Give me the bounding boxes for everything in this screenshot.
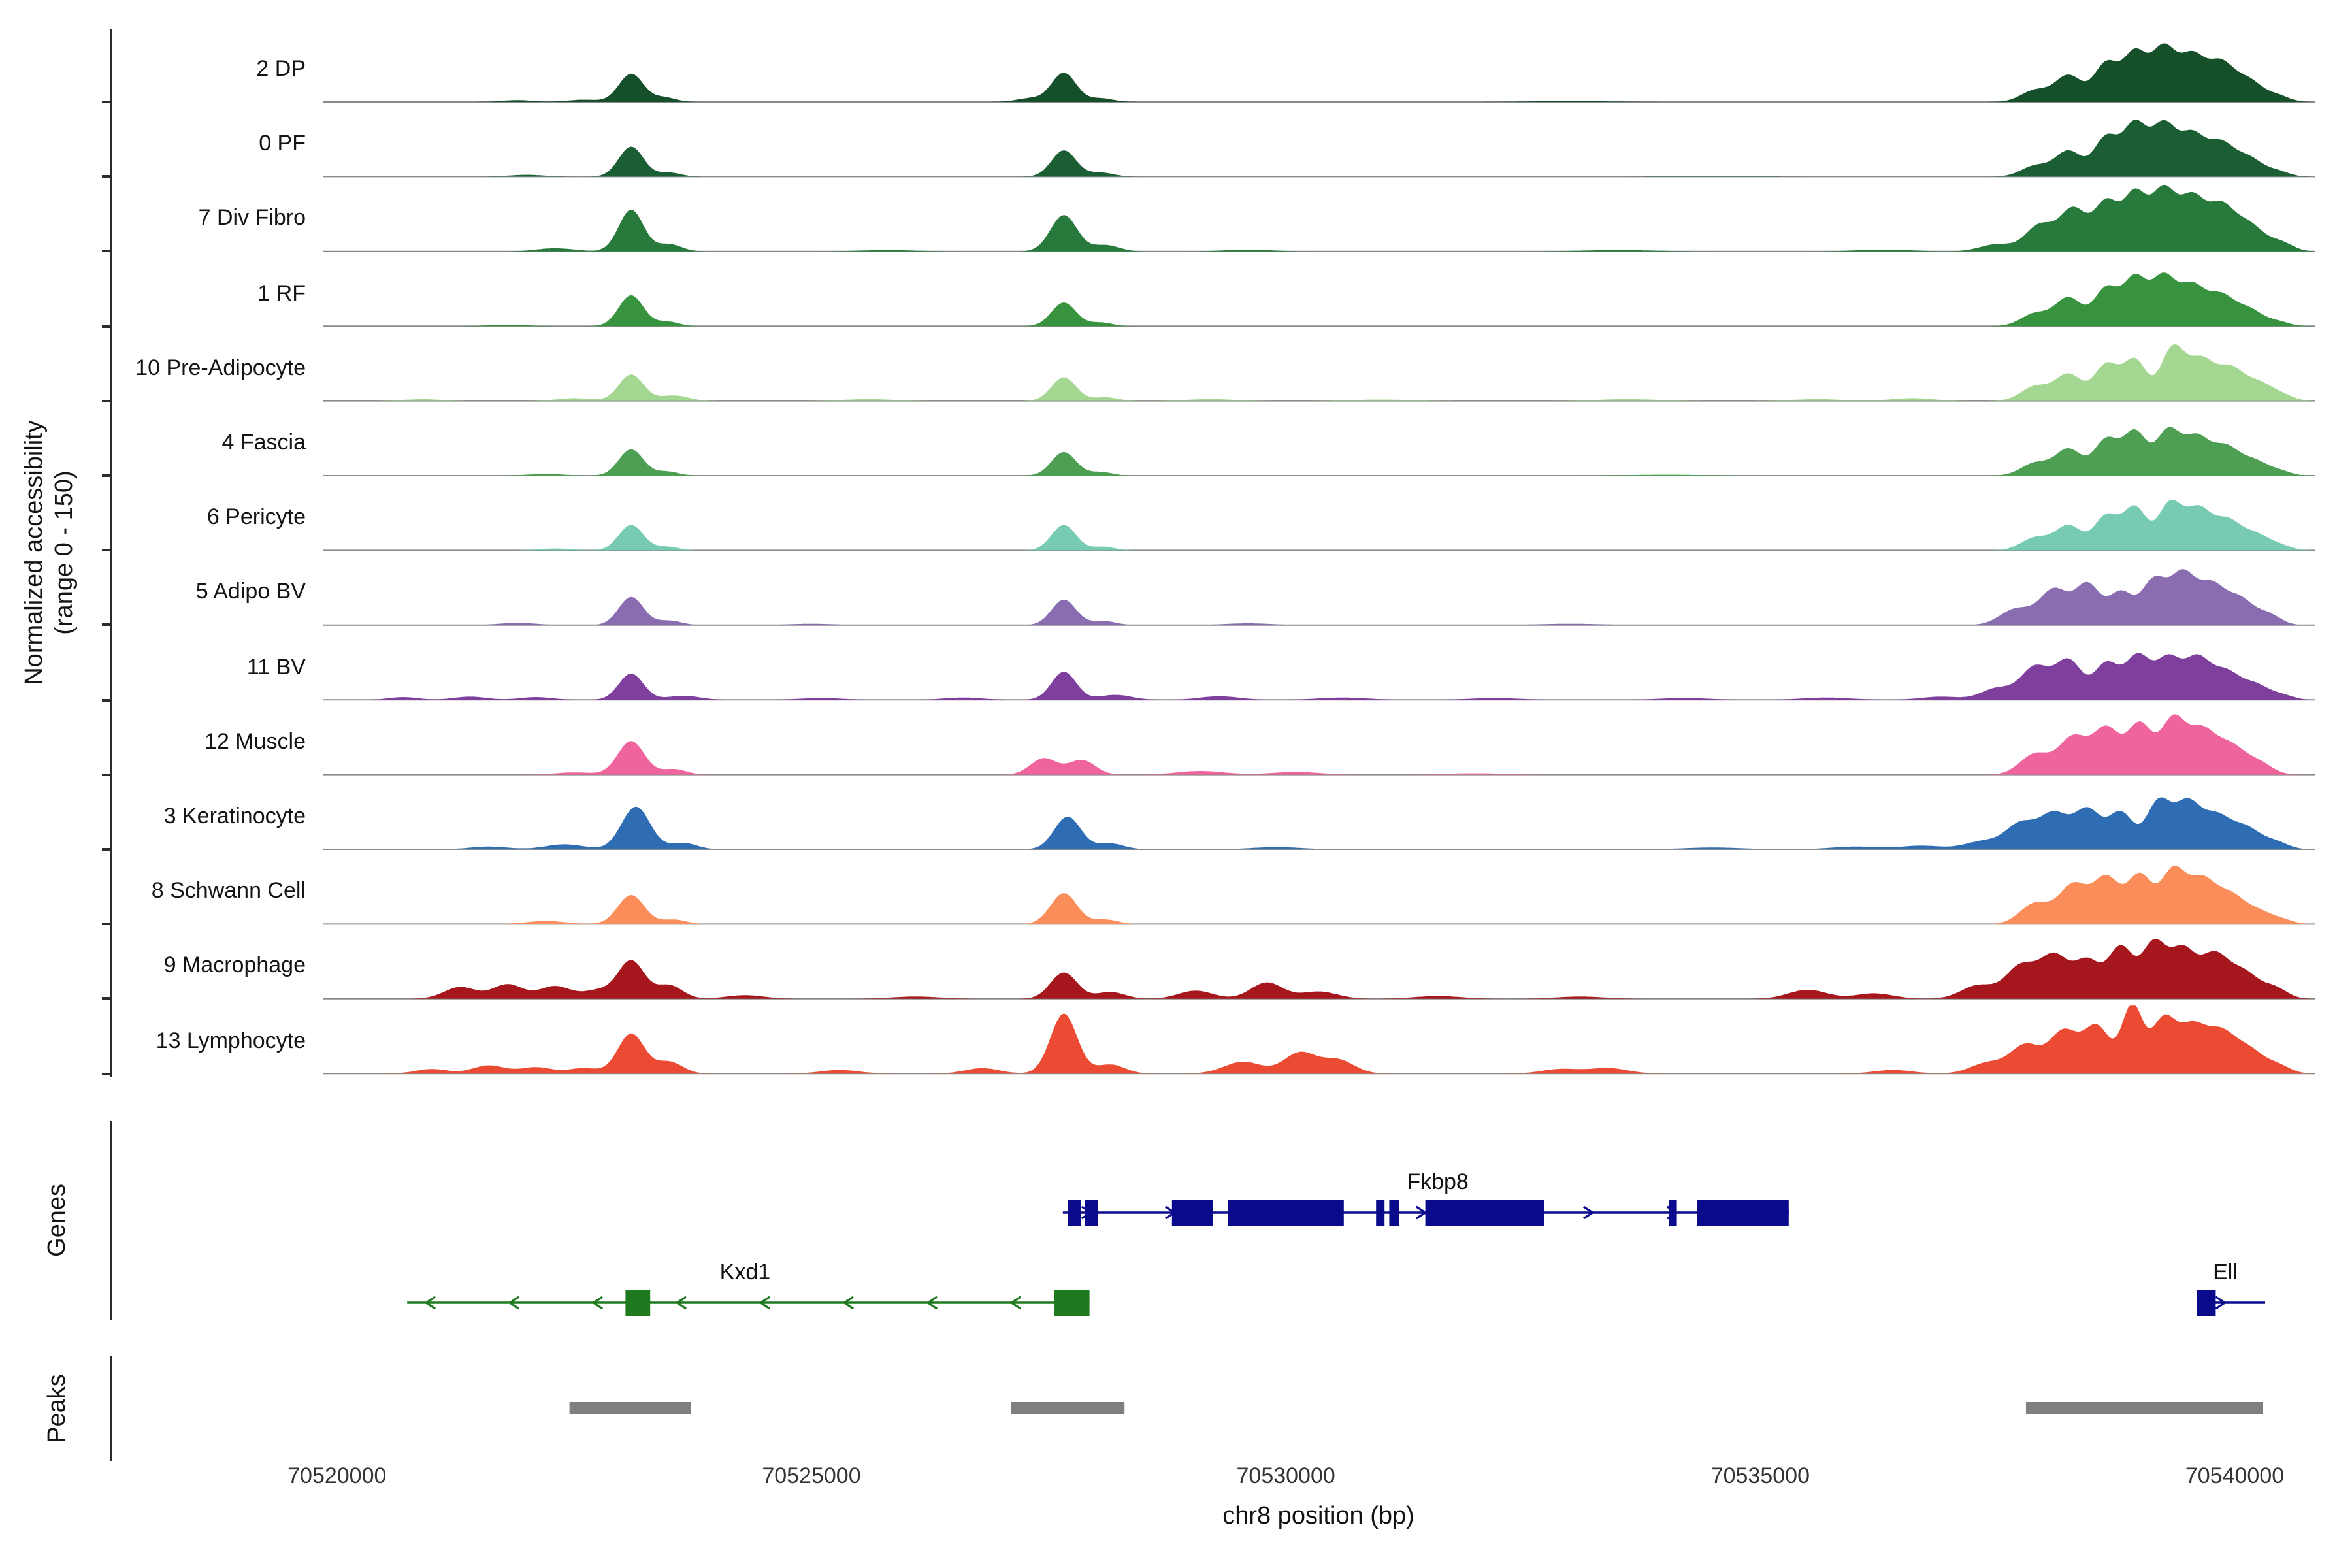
gene-exon-fkbp8 xyxy=(1171,1200,1213,1226)
gene-label-ell: Ell xyxy=(2213,1260,2238,1284)
gene-strand-arrow-icon xyxy=(759,1296,771,1310)
x-tick-label: 70525000 xyxy=(762,1463,861,1488)
signal-track-4-fascia xyxy=(323,427,2315,476)
track-label-10-pre-adipocyte: 10 Pre-Adipocyte xyxy=(135,355,306,380)
gene-exon-fkbp8 xyxy=(1425,1200,1544,1226)
signal-track-0-pf xyxy=(323,120,2315,177)
x-tick-label: 70540000 xyxy=(2185,1463,2285,1488)
gene-strand-arrow-icon xyxy=(675,1296,687,1310)
peaks-axis-line xyxy=(110,1356,112,1461)
peak-region-bar xyxy=(2026,1402,2263,1414)
y-axis-tick xyxy=(102,549,111,552)
gene-strand-arrow-icon xyxy=(2215,1296,2227,1310)
peak-region-bar xyxy=(569,1402,691,1414)
signal-track-13-lymphocyte xyxy=(323,1005,2315,1074)
y-axis-tick xyxy=(102,773,111,776)
y-axis-tick xyxy=(102,848,111,851)
signal-track-5-adipo-bv xyxy=(323,569,2315,625)
signal-track-12-muscle xyxy=(323,714,2315,775)
y-axis-title-line1: Normalized accessibility xyxy=(21,420,48,685)
signal-track-6-pericyte xyxy=(323,500,2315,551)
peak-region-bar xyxy=(1011,1402,1125,1414)
gene-exon-fkbp8 xyxy=(1376,1200,1385,1226)
track-label-6-pericyte: 6 Pericyte xyxy=(206,504,306,530)
gene-strand-arrow-icon xyxy=(926,1296,938,1310)
track-label-0-pf: 0 PF xyxy=(259,131,306,156)
gene-strand-arrow-icon xyxy=(424,1296,436,1310)
gene-strand-arrow-icon xyxy=(842,1296,855,1310)
gene-exon-fkbp8 xyxy=(1228,1200,1344,1226)
track-label-9-macrophage: 9 Macrophage xyxy=(163,953,306,978)
y-axis-tick xyxy=(102,250,111,253)
gene-exon-fkbp8 xyxy=(1669,1200,1677,1226)
track-label-4-fascia: 4 Fascia xyxy=(221,430,306,455)
track-label-3-keratinocyte: 3 Keratinocyte xyxy=(163,804,306,828)
track-label-2-dp: 2 DP xyxy=(256,56,306,81)
track-label-11-bv: 11 BV xyxy=(246,654,306,679)
signal-track-11-bv xyxy=(323,653,2315,700)
gene-label-kxd1: Kxd1 xyxy=(720,1260,771,1284)
track-label-1-rf: 1 RF xyxy=(257,280,306,306)
y-axis-tick xyxy=(102,997,111,1000)
gene-exon-fkbp8 xyxy=(1697,1200,1789,1226)
y-axis-tick xyxy=(102,923,111,926)
signal-track-8-schwann-cell xyxy=(323,866,2315,924)
x-axis-title: chr8 position (bp) xyxy=(1222,1503,1414,1530)
y-axis-tick xyxy=(102,623,111,627)
track-label-13-lymphocyte: 13 Lymphocyte xyxy=(155,1028,306,1053)
y-axis-title: Normalized accessibility (range 0 - 150) xyxy=(20,420,80,685)
track-label-12-muscle: 12 Muscle xyxy=(204,728,306,754)
signal-track-9-macrophage xyxy=(323,939,2315,999)
y-axis-tick xyxy=(102,474,111,477)
signal-track-10-pre-adipocyte xyxy=(323,344,2315,401)
x-tick-label: 70535000 xyxy=(1710,1463,1810,1488)
gene-strand-arrow-icon xyxy=(591,1296,604,1310)
gene-exon-ell xyxy=(2197,1290,2216,1316)
gene-exon-kxd1 xyxy=(625,1290,651,1316)
genes-section-label: Genes xyxy=(44,1184,71,1257)
gene-label-fkbp8: Fkbp8 xyxy=(1407,1169,1469,1194)
y-axis-tick xyxy=(102,101,111,103)
y-axis-title-line2: (range 0 - 150) xyxy=(51,470,78,635)
gene-exon-fkbp8 xyxy=(1068,1200,1081,1226)
tracks-axis-line xyxy=(110,29,112,1077)
signal-track-2-dp xyxy=(323,43,2315,102)
gene-strand-arrow-icon xyxy=(1582,1205,1595,1220)
gene-exon-kxd1 xyxy=(1054,1290,1090,1316)
track-label-5-adipo-bv: 5 Adipo BV xyxy=(195,579,306,604)
gene-strand-arrow-icon xyxy=(1009,1296,1022,1310)
genes-axis-line xyxy=(110,1121,112,1320)
signal-track-1-rf xyxy=(323,272,2315,327)
signal-track-3-keratinocyte xyxy=(323,797,2315,849)
gene-strand-arrow-icon xyxy=(508,1296,520,1310)
y-axis-tick xyxy=(102,325,111,328)
gene-exon-fkbp8 xyxy=(1389,1200,1399,1226)
y-axis-tick xyxy=(102,175,111,178)
x-tick-label: 70530000 xyxy=(1236,1463,1335,1488)
track-label-8-schwann-cell: 8 Schwann Cell xyxy=(151,878,306,904)
y-axis-tick xyxy=(102,698,111,702)
track-label-7-div-fibro: 7 Div Fibro xyxy=(198,205,306,231)
peaks-section-label: Peaks xyxy=(44,1374,71,1443)
signal-track-7-div-fibro xyxy=(323,184,2315,252)
gene-exon-fkbp8 xyxy=(1085,1200,1098,1226)
x-tick-label: 70520000 xyxy=(287,1463,387,1488)
y-axis-tick xyxy=(102,1072,111,1075)
y-axis-tick xyxy=(102,399,111,402)
